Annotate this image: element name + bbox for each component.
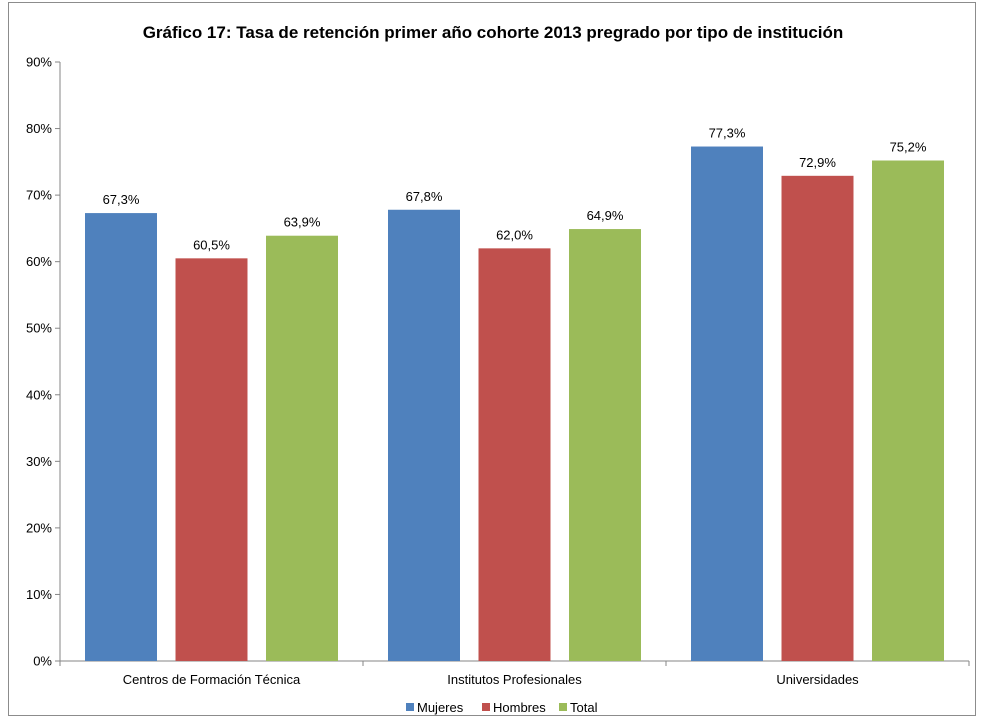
x-category-label: Centros de Formación Técnica — [123, 672, 301, 687]
data-label: 60,5% — [193, 237, 230, 252]
bar-mujeres-1 — [388, 209, 460, 661]
y-tick-label: 40% — [26, 387, 52, 402]
legend-swatch-hombres — [482, 703, 490, 711]
y-tick-label: 20% — [26, 520, 52, 535]
data-labels: 67,3% 60,5% 63,9% 67,8% 62,0% 64,9% 77,3% 72,9%… — [103, 126, 927, 253]
bars — [85, 146, 944, 661]
y-tick-label: 90% — [26, 55, 52, 70]
y-tick-label: 10% — [26, 587, 52, 602]
y-tick-label: 0% — [33, 654, 52, 669]
y-ticks: 0% 10% 20% 30% 40% 50% 60% 70% 80% 90% — [26, 55, 60, 669]
legend-label-total: Total — [570, 700, 598, 715]
bar-total-0 — [266, 235, 338, 661]
data-label: 63,9% — [284, 215, 321, 230]
data-label: 72,9% — [799, 155, 836, 170]
chart-title: Gráfico 17: Tasa de retención primer año… — [143, 23, 844, 42]
bar-hombres-2 — [781, 175, 854, 661]
legend-label-mujeres: Mujeres — [417, 700, 464, 715]
y-tick-label: 70% — [26, 188, 52, 203]
y-tick-label: 30% — [26, 454, 52, 469]
x-category-label: Universidades — [776, 672, 859, 687]
bar-hombres-0 — [175, 258, 248, 661]
x-category-label: Institutos Profesionales — [447, 672, 582, 687]
bar-hombres-1 — [478, 248, 551, 661]
y-tick-label: 80% — [26, 121, 52, 136]
bar-total-1 — [569, 229, 641, 661]
legend: Mujeres Hombres Total — [406, 700, 598, 715]
data-label: 75,2% — [890, 140, 927, 155]
data-label: 77,3% — [709, 126, 746, 141]
y-tick-label: 50% — [26, 321, 52, 336]
legend-label-hombres: Hombres — [493, 700, 546, 715]
x-labels: Centros de Formación Técnica Institutos P… — [59, 661, 970, 687]
legend-swatch-mujeres — [406, 703, 414, 711]
bar-total-2 — [872, 160, 944, 661]
y-tick-label: 60% — [26, 254, 52, 269]
data-label: 64,9% — [587, 208, 624, 223]
bar-mujeres-0 — [85, 213, 157, 661]
data-label: 67,8% — [406, 189, 443, 204]
data-label: 67,3% — [103, 192, 140, 207]
legend-swatch-total — [559, 703, 567, 711]
data-label: 62,0% — [496, 227, 533, 242]
bar-mujeres-2 — [691, 146, 763, 661]
